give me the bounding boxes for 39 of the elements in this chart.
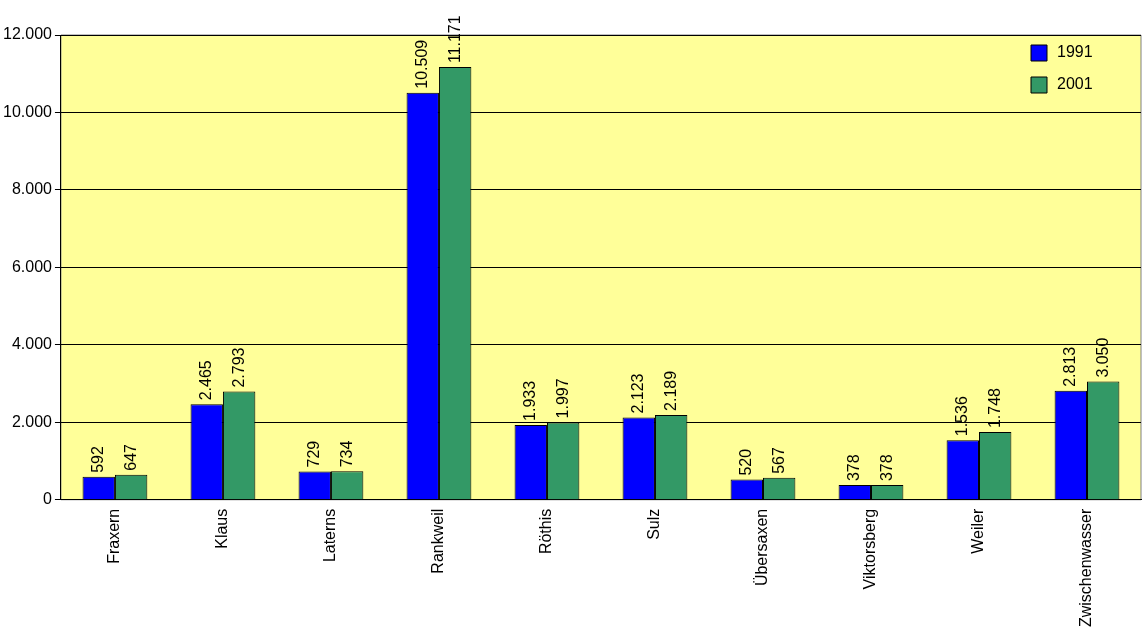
x-tick-label: Laterns bbox=[321, 508, 339, 563]
y-tick-label: 10.000 bbox=[3, 102, 53, 120]
x-tick-label: Fraxern bbox=[105, 508, 123, 564]
x-tick-label: Klaus bbox=[213, 508, 231, 549]
data-label: 10.509 bbox=[413, 39, 431, 89]
data-label: 1.933 bbox=[521, 380, 539, 421]
data-label: 734 bbox=[337, 440, 355, 468]
data-label: 11.171 bbox=[445, 15, 463, 64]
y-tick-label: 2.000 bbox=[11, 412, 53, 430]
legend-label: 2001 bbox=[1057, 75, 1093, 93]
data-label: 2.793 bbox=[229, 347, 247, 388]
data-label: 592 bbox=[89, 446, 107, 473]
x-tick-label: Zwischenwasser bbox=[1077, 508, 1095, 628]
y-tick-label: 0 bbox=[43, 490, 53, 508]
y-tick-label: 4.000 bbox=[11, 335, 53, 353]
y-tick-label: 6.000 bbox=[11, 257, 53, 275]
y-tick-label: 8.000 bbox=[11, 180, 53, 198]
data-label: 2.813 bbox=[1061, 346, 1079, 387]
data-label: 1.997 bbox=[553, 378, 571, 419]
data-label: 3.050 bbox=[1093, 337, 1111, 378]
x-tick-label: Übersaxen bbox=[753, 508, 771, 587]
data-label: 1.748 bbox=[985, 387, 1003, 429]
data-label: 2.465 bbox=[197, 360, 215, 401]
data-label: 378 bbox=[845, 454, 863, 482]
x-tick-label: Weiler bbox=[969, 508, 987, 554]
data-label: 729 bbox=[305, 440, 323, 468]
data-label: 2.123 bbox=[629, 373, 647, 414]
data-label: 520 bbox=[737, 448, 755, 476]
x-tick-label: Röthis bbox=[537, 508, 555, 555]
x-tick-label: Rankweil bbox=[429, 508, 447, 574]
x-tick-label: Viktorsberg bbox=[861, 508, 879, 590]
y-tick-label: 12.000 bbox=[3, 25, 53, 43]
data-label: 378 bbox=[877, 454, 895, 482]
legend-label: 1991 bbox=[1057, 43, 1093, 61]
data-label: 567 bbox=[769, 446, 787, 474]
x-tick-label: Sulz bbox=[645, 508, 663, 540]
data-label: 2.189 bbox=[661, 370, 679, 411]
data-label: 1.536 bbox=[953, 396, 971, 437]
data-label: 647 bbox=[121, 443, 139, 471]
